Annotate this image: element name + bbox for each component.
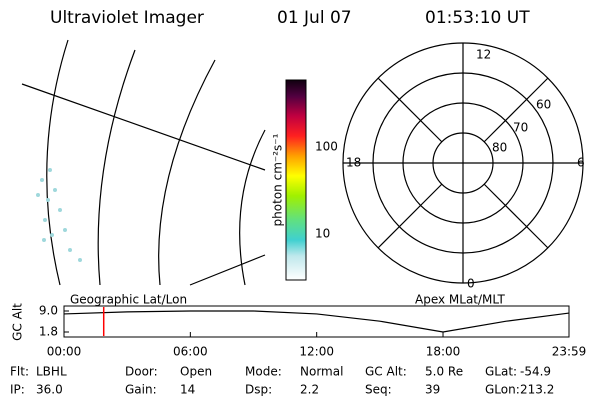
mlt-label: 6 xyxy=(577,156,585,170)
x-tick-label: 06:00 xyxy=(173,345,208,359)
time: 01:53:10 UT xyxy=(425,8,530,28)
info-value: 213.2 xyxy=(520,383,554,397)
info-key: GLat: xyxy=(485,365,517,379)
info-key: GLon: xyxy=(485,383,520,397)
info-key: IP: xyxy=(10,383,25,397)
lat-label: 70 xyxy=(513,121,528,135)
y-tick-label: 9.0 xyxy=(39,304,58,318)
info-value: LBHL xyxy=(36,365,67,379)
info-value: 36.0 xyxy=(36,383,63,397)
mlt-label: 18 xyxy=(346,156,361,170)
info-key: Dsp: xyxy=(245,383,272,397)
colorbar xyxy=(285,79,307,281)
info-value: -54.9 xyxy=(520,365,551,379)
x-tick-label: 12:00 xyxy=(299,345,334,359)
info-key: Mode: xyxy=(245,365,282,379)
altitude-line xyxy=(63,310,570,333)
info-key: Seq: xyxy=(365,383,392,397)
info-key: Door: xyxy=(125,365,158,379)
lat-label: 60 xyxy=(536,98,551,112)
info-key: GC Alt: xyxy=(365,365,407,379)
info-key: Gain: xyxy=(125,383,157,397)
lat-label: 80 xyxy=(492,141,507,155)
left-label: Geographic Lat/Lon xyxy=(70,293,187,307)
map-panel xyxy=(21,39,266,286)
y-axis-label: GC Alt xyxy=(11,303,25,341)
info-value: 2.2 xyxy=(300,383,319,397)
info-value: 14 xyxy=(180,383,195,397)
date: 01 Jul 07 xyxy=(277,8,352,28)
info-key: Flt: xyxy=(10,365,29,379)
colorbar-tick: 10 xyxy=(315,227,330,241)
info-value: Normal xyxy=(300,365,343,379)
info-value: 39 xyxy=(425,383,440,397)
info-value: Open xyxy=(180,365,212,379)
mlt-label: 0 xyxy=(467,277,475,291)
x-tick-label: 00:00 xyxy=(47,345,82,359)
mlt-label: 12 xyxy=(476,48,491,62)
colorbar-tick: 100 xyxy=(315,140,338,154)
colorbar-label: photon cm⁻²s⁻¹ xyxy=(271,133,285,226)
y-tick-label: 1.8 xyxy=(39,325,58,339)
x-tick-label: 23:59 xyxy=(552,345,587,359)
polar-grid xyxy=(342,42,584,284)
title: Ultraviolet Imager xyxy=(50,8,204,28)
info-value: 5.0 Re xyxy=(425,365,463,379)
x-tick-label: 18:00 xyxy=(426,345,461,359)
right-label: Apex MLat/MLT xyxy=(415,293,505,307)
